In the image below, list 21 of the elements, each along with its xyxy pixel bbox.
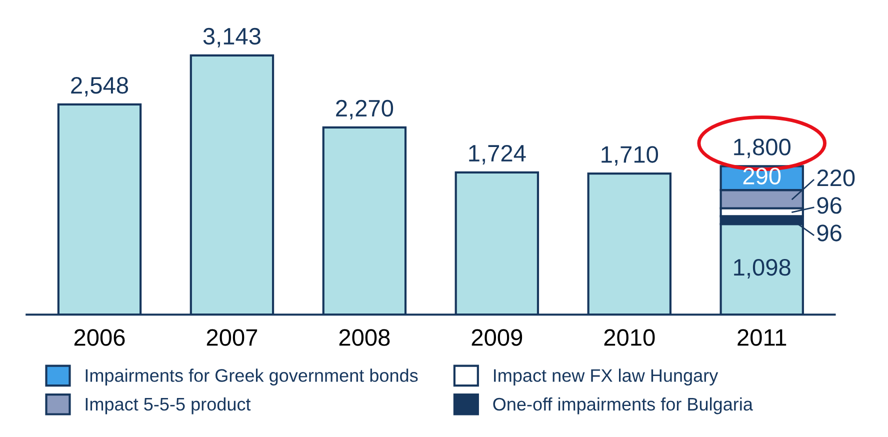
total-label: 3,143 <box>203 28 260 48</box>
total-label: 2,548 <box>71 76 128 96</box>
data-label: 96 <box>817 224 842 242</box>
x-tick-label: 2011 <box>738 329 786 346</box>
total-label: 2,270 <box>336 100 394 120</box>
data-label: 96 <box>817 197 842 214</box>
x-tick-label: 2009 <box>472 329 522 346</box>
x-tick-label: 2006 <box>74 329 125 346</box>
total-label: 1,800 <box>734 138 790 158</box>
data-label: 1,098 <box>734 258 790 278</box>
data-label: 220 <box>817 170 855 186</box>
x-tick-label: 2007 <box>206 329 258 346</box>
legend-label: Impairments for Greek government bonds <box>86 368 418 386</box>
legend-label: One-off impairments for Bulgaria <box>493 397 753 414</box>
total-label: 1,724 <box>469 144 526 164</box>
data-label: 290 <box>743 168 781 184</box>
legend-label: Impact 5-5-5 product <box>86 397 251 414</box>
x-tick-label: 2010 <box>604 329 655 346</box>
total-label: 1,710 <box>602 146 658 166</box>
x-tick-label: 2008 <box>339 329 390 346</box>
legend-label: Impact new FX law Hungary <box>494 368 718 386</box>
